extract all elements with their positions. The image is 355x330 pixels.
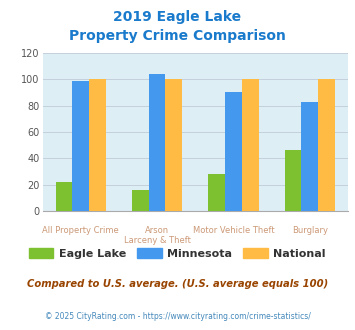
- Bar: [149, 74, 165, 211]
- Text: Arson: Arson: [145, 226, 169, 235]
- Text: Larceny & Theft: Larceny & Theft: [124, 236, 191, 245]
- Text: All Property Crime: All Property Crime: [42, 226, 119, 235]
- Bar: [72, 81, 89, 211]
- Text: Burglary: Burglary: [292, 226, 328, 235]
- Bar: [242, 79, 258, 211]
- Text: Motor Vehicle Theft: Motor Vehicle Theft: [193, 226, 274, 235]
- Legend: Eagle Lake, Minnesota, National: Eagle Lake, Minnesota, National: [24, 243, 331, 263]
- Text: © 2025 CityRating.com - https://www.cityrating.com/crime-statistics/: © 2025 CityRating.com - https://www.city…: [45, 312, 310, 321]
- Text: Compared to U.S. average. (U.S. average equals 100): Compared to U.S. average. (U.S. average …: [27, 279, 328, 289]
- Text: 2019 Eagle Lake
Property Crime Comparison: 2019 Eagle Lake Property Crime Compariso…: [69, 10, 286, 44]
- Bar: [132, 190, 149, 211]
- Bar: [301, 102, 318, 211]
- Bar: [318, 79, 335, 211]
- Bar: [208, 174, 225, 211]
- Bar: [56, 182, 72, 211]
- Bar: [89, 79, 106, 211]
- Bar: [165, 79, 182, 211]
- Bar: [285, 150, 301, 211]
- Bar: [225, 92, 242, 211]
